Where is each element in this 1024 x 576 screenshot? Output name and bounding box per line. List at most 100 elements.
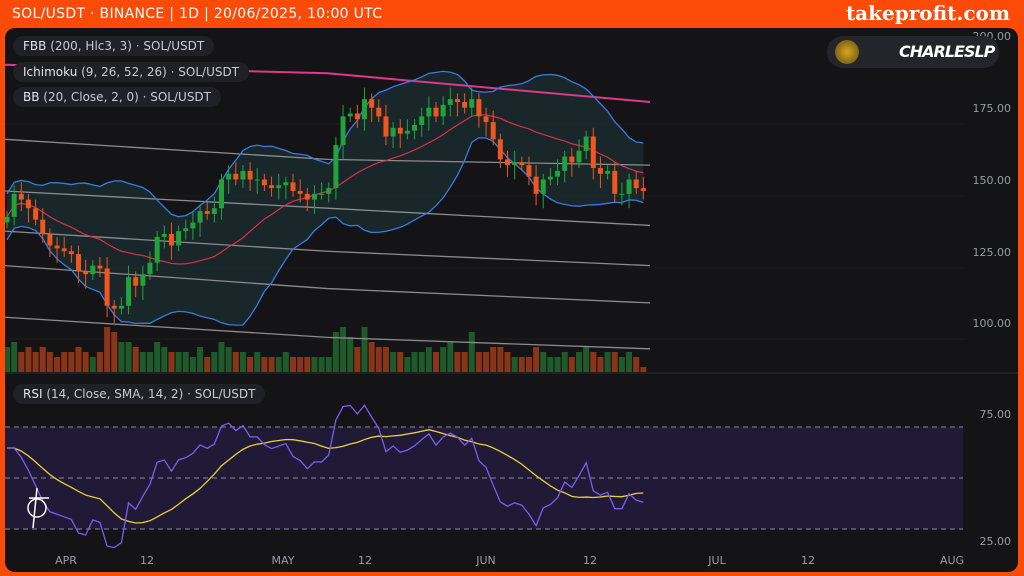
volume-bar bbox=[468, 332, 475, 372]
candle bbox=[290, 182, 296, 191]
candle bbox=[590, 136, 596, 169]
y-tick-label: 150.00 bbox=[973, 174, 1012, 187]
volume-bar bbox=[61, 352, 68, 372]
volume-bar bbox=[147, 352, 153, 372]
volume-bar bbox=[361, 327, 368, 372]
volume-bar bbox=[425, 347, 432, 372]
candle bbox=[626, 179, 632, 194]
volume-bar bbox=[547, 357, 554, 372]
volume-bar bbox=[561, 352, 568, 372]
legend-params: (9, 26, 52, 26) bbox=[81, 65, 167, 79]
candle bbox=[40, 219, 46, 235]
volume-bar bbox=[497, 347, 504, 372]
volume-bar bbox=[475, 352, 482, 372]
legend-symbol: · SOL/USDT bbox=[170, 65, 240, 79]
volume-bar bbox=[175, 352, 182, 372]
volume-bar bbox=[554, 357, 561, 372]
volume-bar bbox=[447, 342, 454, 372]
candle bbox=[233, 173, 239, 180]
candle bbox=[347, 113, 353, 117]
candle bbox=[133, 277, 139, 286]
legend-name: FBB bbox=[23, 39, 47, 53]
candle bbox=[333, 145, 339, 189]
volume-bar bbox=[375, 347, 382, 372]
candle bbox=[519, 162, 525, 166]
volume-bar bbox=[483, 352, 490, 372]
candle bbox=[161, 234, 167, 237]
volume-bar bbox=[597, 357, 604, 372]
rsi-sma-line bbox=[7, 429, 644, 524]
volume-bar bbox=[118, 342, 125, 372]
volume-bar bbox=[189, 357, 196, 372]
candle bbox=[18, 193, 24, 200]
candle bbox=[240, 170, 246, 180]
candle bbox=[533, 176, 539, 194]
chart-panel[interactable]: 200.00 175.00 150.00 125.00 100.00 75.00 25.00… bbox=[5, 28, 1018, 572]
legend-rsi[interactable]: RSI (14, Close, SMA, 14, 2) · SOL/USDT bbox=[13, 384, 266, 404]
candle bbox=[90, 265, 96, 275]
candle bbox=[555, 170, 561, 177]
volume-bar bbox=[640, 367, 647, 372]
candle bbox=[376, 107, 382, 117]
x-tick-label: 12 bbox=[358, 554, 372, 567]
candle bbox=[483, 116, 489, 123]
volume-bar bbox=[282, 352, 289, 372]
candle bbox=[25, 199, 31, 209]
volume-bar bbox=[247, 357, 254, 372]
volume-bar bbox=[397, 352, 404, 372]
candle bbox=[168, 234, 174, 246]
candle bbox=[33, 208, 39, 220]
candle bbox=[126, 277, 132, 306]
volume-bar bbox=[454, 352, 461, 372]
volume-bar bbox=[626, 352, 633, 372]
candle bbox=[183, 228, 189, 232]
author-badge: CHARLESLP bbox=[827, 36, 999, 68]
bb-basis bbox=[6, 114, 644, 265]
legend-symbol: · SOL/USDT bbox=[187, 387, 256, 401]
volume-bar bbox=[604, 352, 611, 372]
volume-bar bbox=[618, 357, 625, 372]
chart-canvas[interactable]: 200.00175.00150.00125.00100.0075.0025.00… bbox=[5, 28, 1018, 572]
volume-bar bbox=[225, 347, 232, 372]
watermark-logo bbox=[27, 487, 49, 529]
x-tick-label: 12 bbox=[583, 554, 597, 567]
candle bbox=[326, 188, 332, 194]
volume-bar bbox=[254, 352, 261, 372]
candle bbox=[5, 216, 10, 223]
volume-bar bbox=[82, 352, 89, 372]
legend-params: (14, Close, SMA, 14, 2) bbox=[46, 387, 184, 401]
volume-bar bbox=[411, 352, 418, 372]
legend-fbb[interactable]: FBB (200, Hlc3, 3) · SOL/USDT bbox=[13, 36, 215, 56]
candle bbox=[469, 99, 475, 108]
legend-symbol: · SOL/USDT bbox=[142, 90, 211, 104]
candle bbox=[583, 136, 589, 151]
legend-ichimoku[interactable]: Ichimoku (9, 26, 52, 26) · SOL/USDT bbox=[13, 62, 250, 82]
volume-bar bbox=[533, 347, 540, 372]
rsi-line bbox=[7, 404, 644, 549]
candle bbox=[569, 156, 575, 163]
volume-bar bbox=[540, 352, 547, 372]
volume-bar bbox=[297, 357, 304, 372]
volume-bar bbox=[111, 332, 118, 372]
volume-bar bbox=[311, 357, 318, 372]
legend-symbol: · SOL/USDT bbox=[135, 39, 205, 53]
volume-bar bbox=[18, 352, 25, 372]
candle bbox=[490, 122, 496, 140]
volume-bar bbox=[583, 347, 590, 372]
candle bbox=[547, 176, 553, 180]
volume-bar bbox=[318, 357, 325, 372]
candle bbox=[197, 211, 203, 223]
candle bbox=[219, 179, 224, 209]
fbb-line bbox=[5, 190, 651, 227]
volume-bar bbox=[104, 327, 111, 372]
brand-logo[interactable]: takeprofit.com bbox=[845, 1, 1010, 25]
volume-bar bbox=[239, 352, 246, 372]
volume-bar bbox=[96, 352, 103, 372]
volume-bar bbox=[511, 357, 518, 372]
candle bbox=[247, 170, 253, 180]
legend-name: RSI bbox=[23, 387, 43, 401]
candle bbox=[390, 127, 396, 137]
legend-bb[interactable]: BB (20, Close, 2, 0) · SOL/USDT bbox=[13, 87, 221, 107]
candle bbox=[340, 116, 346, 146]
rsi-y-tick-label: 75.00 bbox=[980, 408, 1012, 421]
